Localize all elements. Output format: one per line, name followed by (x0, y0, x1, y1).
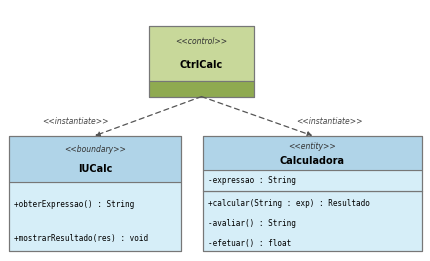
Text: +calcular(String : exp) : Resultado: +calcular(String : exp) : Resultado (207, 199, 369, 208)
Text: +mostrarResultado(res) : void: +mostrarResultado(res) : void (14, 234, 147, 243)
Text: <<instantiate>>: <<instantiate>> (42, 117, 108, 126)
Bar (202, 136, 421, 251)
Text: <<control>>: <<control>> (175, 37, 227, 46)
Text: +obterExpressao() : String: +obterExpressao() : String (14, 200, 134, 209)
Bar (202, 136, 421, 170)
Text: -efetuar() : float: -efetuar() : float (207, 239, 290, 248)
Bar (148, 81, 254, 97)
Text: <<boundary>>: <<boundary>> (64, 145, 126, 154)
Text: <<entity>>: <<entity>> (288, 141, 335, 151)
Text: IUCalc: IUCalc (77, 164, 112, 174)
Bar (202, 170, 421, 191)
Text: -expressao : String: -expressao : String (207, 176, 295, 185)
Bar (9, 136, 181, 251)
Text: Calculadora: Calculadora (280, 156, 344, 165)
Bar (9, 136, 181, 182)
Bar (9, 182, 181, 251)
Bar (202, 191, 421, 251)
Text: <<instantiate>>: <<instantiate>> (296, 117, 362, 126)
Bar (148, 26, 254, 97)
Text: -avaliar() : String: -avaliar() : String (207, 219, 295, 228)
Text: CtrlCalc: CtrlCalc (179, 60, 223, 70)
Bar (148, 26, 254, 81)
